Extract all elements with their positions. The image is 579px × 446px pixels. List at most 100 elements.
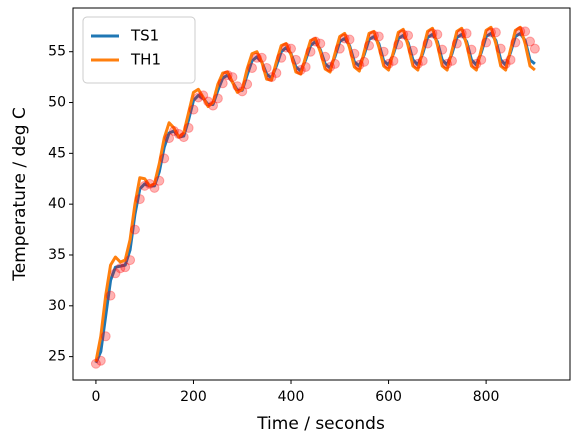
data-point — [242, 79, 253, 90]
data-point — [251, 52, 262, 63]
data-point — [329, 58, 340, 69]
data-point — [237, 86, 248, 97]
data-point — [125, 255, 136, 266]
legend-label: TS1 — [130, 27, 159, 45]
data-point — [222, 70, 233, 81]
data-point — [344, 34, 355, 45]
data-point — [476, 54, 487, 65]
data-point — [120, 262, 131, 273]
data-point — [256, 52, 267, 63]
data-point — [159, 153, 170, 164]
data-point — [164, 133, 175, 144]
data-point — [134, 194, 145, 205]
data-point — [115, 263, 126, 274]
data-point — [286, 43, 297, 54]
data-point — [529, 43, 540, 54]
data-point — [154, 175, 165, 186]
data-point — [325, 61, 336, 72]
data-point — [339, 33, 350, 44]
data-point — [203, 96, 214, 107]
data-point — [227, 72, 238, 83]
data-point — [276, 52, 287, 63]
data-point — [417, 55, 428, 66]
y-axis-label: Temperature / deg C — [10, 107, 30, 282]
data-point — [183, 122, 194, 133]
data-point — [510, 37, 521, 48]
data-point — [368, 30, 379, 41]
data-point — [437, 44, 448, 55]
y-tick-label: 35 — [48, 247, 66, 263]
data-point — [266, 72, 277, 83]
data-point — [173, 129, 184, 140]
data-point — [271, 68, 282, 79]
data-point — [403, 30, 414, 41]
y-tick-label: 30 — [48, 298, 66, 314]
y-tick-label: 50 — [48, 95, 66, 111]
data-point — [129, 224, 140, 235]
data-point — [525, 36, 536, 47]
data-point — [442, 58, 453, 69]
data-point — [456, 28, 467, 39]
data-point — [495, 43, 506, 54]
x-tick-label: 600 — [375, 389, 402, 405]
data-point — [139, 180, 150, 191]
data-point — [168, 125, 179, 136]
data-point — [354, 59, 365, 70]
legend-box — [82, 16, 196, 84]
data-point — [500, 58, 511, 69]
x-tick-label: 800 — [473, 389, 500, 405]
data-point — [485, 27, 496, 38]
data-point — [451, 38, 462, 49]
y-tick-label: 45 — [48, 145, 66, 161]
data-point — [100, 331, 111, 342]
data-point — [427, 28, 438, 39]
data-point — [471, 58, 482, 69]
legend-label: TH1 — [130, 51, 161, 69]
data-point — [481, 37, 492, 48]
data-point — [412, 58, 423, 69]
data-point — [393, 39, 404, 50]
data-point — [281, 42, 292, 53]
data-point — [207, 100, 218, 111]
data-point — [349, 48, 360, 59]
data-point — [110, 268, 121, 279]
data-point — [515, 26, 526, 37]
x-tick-label: 400 — [278, 389, 305, 405]
data-point — [95, 355, 106, 366]
data-point — [466, 44, 477, 55]
data-point — [198, 90, 209, 101]
data-point — [149, 182, 160, 193]
x-tick-label: 0 — [91, 389, 100, 405]
x-axis-label: Time / seconds — [256, 414, 385, 434]
data-point — [461, 28, 472, 39]
data-point — [407, 45, 418, 56]
data-point — [520, 26, 531, 37]
data-point — [388, 55, 399, 66]
data-point — [378, 46, 389, 57]
data-point — [261, 62, 272, 73]
data-point — [364, 40, 375, 51]
y-tick-label: 25 — [48, 349, 66, 365]
data-point — [320, 51, 331, 62]
data-point — [490, 27, 501, 38]
data-point — [217, 78, 228, 89]
data-point — [305, 46, 316, 57]
data-point — [315, 38, 326, 49]
data-point — [212, 93, 223, 104]
data-point — [505, 54, 516, 65]
x-tick-label: 200 — [180, 389, 207, 405]
data-point — [290, 54, 301, 65]
data-point — [144, 178, 155, 189]
data-point — [193, 92, 204, 103]
series-line — [94, 25, 536, 362]
data-point — [422, 38, 433, 49]
data-point — [398, 29, 409, 40]
data-point — [300, 61, 311, 72]
data-point — [383, 58, 394, 69]
data-point — [90, 358, 101, 369]
data-point — [246, 62, 257, 73]
data-point — [105, 290, 116, 301]
data-point — [178, 132, 189, 143]
data-point — [295, 65, 306, 75]
